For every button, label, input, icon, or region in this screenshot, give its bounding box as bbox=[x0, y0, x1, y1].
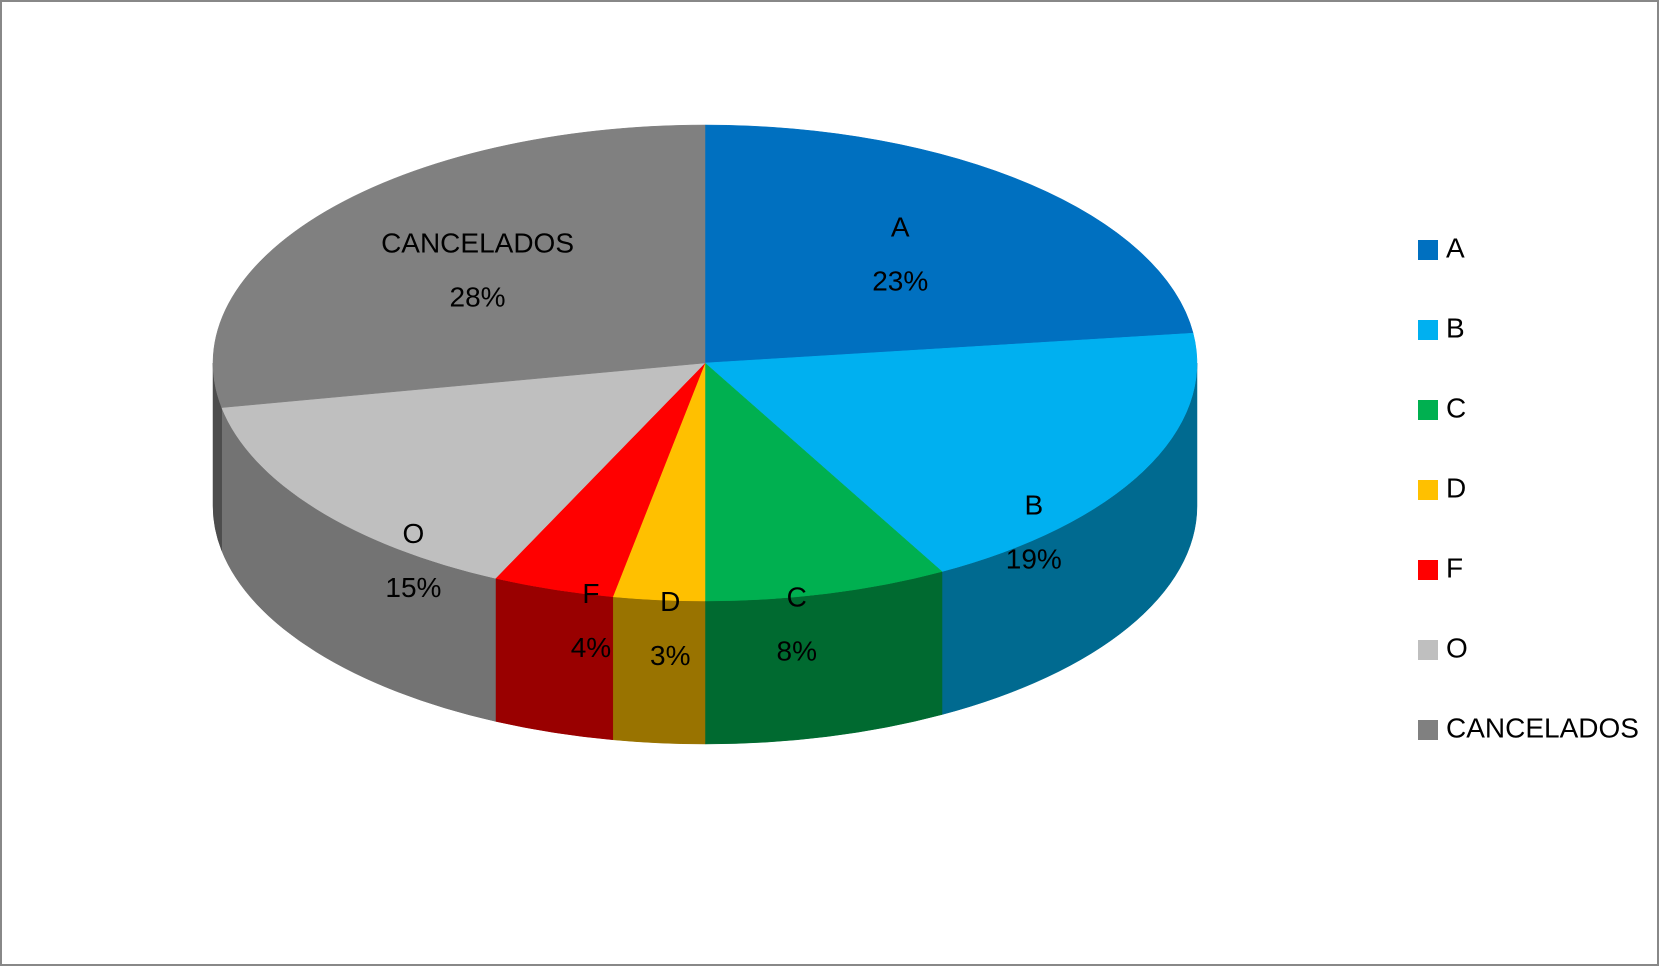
legend-swatch bbox=[1418, 240, 1438, 260]
data-label-category: D bbox=[660, 586, 680, 617]
legend-label: CANCELADOS bbox=[1446, 712, 1639, 743]
data-label-category: O bbox=[403, 518, 425, 549]
legend-label: O bbox=[1446, 632, 1468, 663]
data-label-category: CANCELADOS bbox=[381, 227, 574, 258]
legend-swatch bbox=[1418, 560, 1438, 580]
data-label-category: C bbox=[787, 581, 807, 612]
data-label-category: B bbox=[1024, 489, 1043, 520]
data-label-value: 23% bbox=[872, 265, 928, 296]
pie-slice bbox=[221, 362, 706, 579]
data-label-value: 15% bbox=[385, 572, 441, 603]
legend-label: B bbox=[1446, 312, 1465, 343]
data-label-category: A bbox=[891, 211, 910, 242]
data-label-value: 28% bbox=[450, 281, 506, 312]
pie-slice bbox=[704, 124, 1194, 364]
legend-swatch bbox=[1418, 640, 1438, 660]
data-label-category: F bbox=[582, 578, 599, 609]
legend-swatch bbox=[1418, 400, 1438, 420]
data-label-value: 8% bbox=[777, 635, 817, 666]
legend-label: C bbox=[1446, 392, 1466, 423]
legend-label: A bbox=[1446, 232, 1465, 263]
data-label-value: 4% bbox=[571, 632, 611, 663]
legend-swatch bbox=[1418, 480, 1438, 500]
legend-label: D bbox=[1446, 472, 1466, 503]
legend-swatch bbox=[1418, 320, 1438, 340]
pie-slice bbox=[704, 362, 943, 602]
pie-slice bbox=[212, 124, 706, 408]
legend-label: F bbox=[1446, 552, 1463, 583]
legend-swatch bbox=[1418, 720, 1438, 740]
pie-slice bbox=[704, 332, 1198, 572]
data-label-value: 19% bbox=[1006, 543, 1062, 574]
data-label-value: 3% bbox=[650, 640, 690, 671]
